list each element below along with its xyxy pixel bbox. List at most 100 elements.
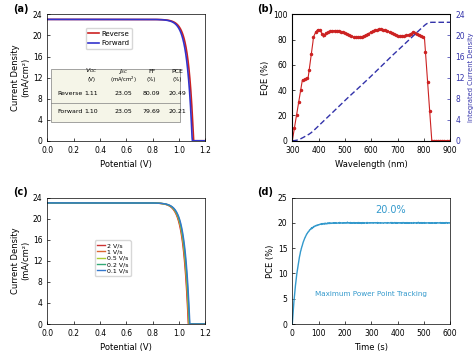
Y-axis label: Integrated Current Density
(mA/cm²): Integrated Current Density (mA/cm²) [467,33,474,122]
1 V/s [186,322,192,326]
Line: 0.1 V/s: 0.1 V/s [47,203,205,324]
2 V/s [45,201,50,205]
Text: 20.0%: 20.0% [375,205,406,215]
Forward [202,139,208,143]
Line: 2 V/s: 2 V/s [47,203,205,324]
2 V/s [120,201,126,205]
Reverse [174,22,180,26]
0.5 V/s [45,201,50,205]
Text: (%): (%) [172,77,182,82]
X-axis label: Wavelength (nm): Wavelength (nm) [335,160,408,169]
Text: (d): (d) [257,187,273,197]
Line: Reverse: Reverse [47,19,205,141]
Reverse [191,139,197,143]
Text: 20.21: 20.21 [168,109,186,114]
Reverse [45,17,50,22]
0.2 V/s [174,211,180,216]
0.1 V/s [202,322,208,326]
Forward [119,17,125,22]
Text: (%): (%) [147,77,156,82]
2 V/s [199,322,205,326]
2 V/s [202,322,208,326]
2 V/s [174,214,180,218]
Y-axis label: PCE (%): PCE (%) [266,244,275,278]
0.5 V/s [174,212,180,216]
0.2 V/s [138,201,144,205]
1 V/s [199,322,205,326]
0.1 V/s [119,201,125,205]
Text: $V_{OC}$: $V_{OC}$ [85,67,98,76]
Text: 80.09: 80.09 [143,91,161,96]
Reverse [119,17,125,22]
Text: 20.49: 20.49 [168,91,186,96]
Reverse [202,139,208,143]
0.2 V/s [130,201,136,205]
0.1 V/s [174,211,180,215]
Forward [174,23,180,28]
X-axis label: Potential (V): Potential (V) [100,343,152,352]
0.5 V/s [202,322,208,326]
Text: $J_{SC}$: $J_{SC}$ [118,67,128,76]
Text: FF: FF [148,68,155,73]
Text: 23.05: 23.05 [114,109,132,114]
Reverse [120,17,126,22]
Text: PCE: PCE [171,68,183,73]
Forward [199,139,205,143]
0.2 V/s [202,322,208,326]
0.1 V/s [130,201,136,205]
Line: Forward: Forward [47,19,205,141]
Bar [51,69,180,122]
Forward [45,17,50,22]
Text: (mA/cm$^2$): (mA/cm$^2$) [110,74,137,85]
Reverse [138,17,144,22]
2 V/s [119,201,125,205]
0.5 V/s [138,201,144,205]
2 V/s [185,322,191,326]
X-axis label: Potential (V): Potential (V) [100,160,152,169]
0.2 V/s [45,201,50,205]
2 V/s [138,201,144,205]
0.5 V/s [119,201,125,205]
Reverse [199,139,205,143]
Legend: Reverse, Forward: Reverse, Forward [86,28,132,49]
Y-axis label: Current Density
(mA/cm²): Current Density (mA/cm²) [11,228,30,294]
0.1 V/s [120,201,126,205]
1 V/s [138,201,144,205]
2 V/s [130,201,136,205]
1 V/s [202,322,208,326]
0.1 V/s [45,201,50,205]
Text: 79.69: 79.69 [143,109,161,114]
1 V/s [45,201,50,205]
0.2 V/s [187,322,192,326]
Line: 1 V/s: 1 V/s [47,203,205,324]
1 V/s [174,213,180,217]
Text: (a): (a) [13,4,28,14]
Text: 1.11: 1.11 [85,91,99,96]
0.1 V/s [187,322,193,326]
Forward [120,17,126,22]
Reverse [130,17,136,22]
Text: (c): (c) [13,187,27,197]
Y-axis label: EQE (%): EQE (%) [261,60,270,95]
1 V/s [119,201,125,205]
0.5 V/s [130,201,136,205]
1 V/s [120,201,126,205]
0.1 V/s [199,322,205,326]
Text: (V): (V) [88,77,96,82]
Forward [190,139,195,143]
0.2 V/s [119,201,125,205]
Line: 0.5 V/s: 0.5 V/s [47,203,205,324]
Forward [138,17,144,22]
0.5 V/s [186,322,192,326]
Forward [130,17,136,22]
0.2 V/s [199,322,205,326]
Text: (b): (b) [257,4,273,14]
Text: Maximum Power Point Tracking: Maximum Power Point Tracking [315,291,427,297]
0.2 V/s [120,201,126,205]
Text: 1.10: 1.10 [85,109,99,114]
0.5 V/s [120,201,126,205]
Text: Reverse: Reverse [57,91,82,96]
X-axis label: Time (s): Time (s) [354,343,388,352]
0.1 V/s [138,201,144,205]
0.5 V/s [199,322,205,326]
